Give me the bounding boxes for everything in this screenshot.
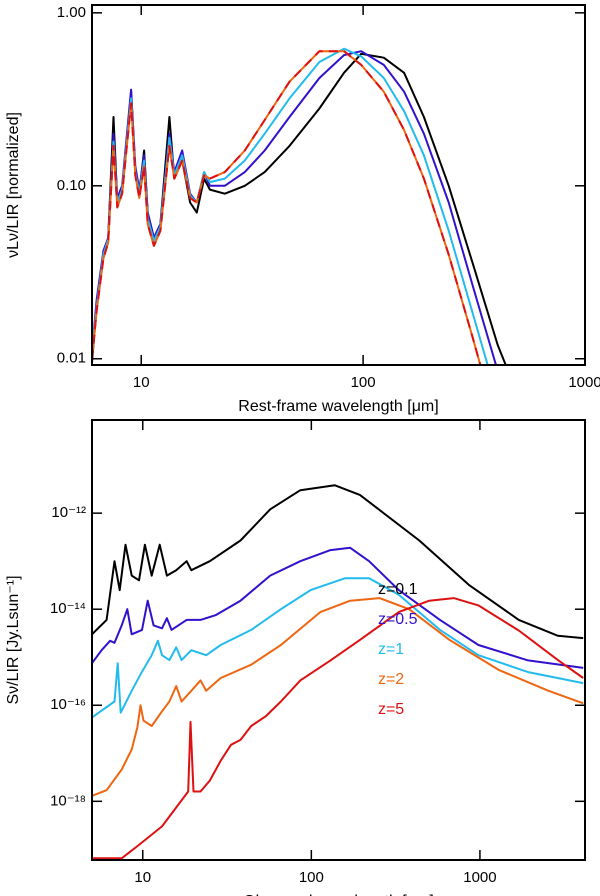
x-tick-label: 10 <box>133 374 150 391</box>
plot-frame <box>91 4 586 366</box>
series-line <box>92 50 482 365</box>
legend-label: z=5 <box>378 701 404 718</box>
y-axis-title: Sν/LIR [Jy.Lsun⁻¹] <box>5 575 22 704</box>
series-line <box>92 597 584 797</box>
x-tick-label: 1000 <box>568 374 600 391</box>
legend-label: z=2 <box>378 671 404 688</box>
series-line <box>92 50 482 365</box>
series-line <box>92 546 584 669</box>
series-line <box>92 597 584 860</box>
lines <box>92 484 584 860</box>
y-tick-label: 1.00 <box>57 4 86 21</box>
y-tick-label: 0.01 <box>57 350 86 367</box>
plot-frame <box>91 419 586 861</box>
y-tick-label: 10⁻¹² <box>51 504 86 521</box>
y-tick-label: 10⁻¹⁴ <box>50 600 86 617</box>
series-line <box>92 52 507 365</box>
legend-label: z=0.5 <box>378 611 418 628</box>
legend-label: z=1 <box>378 641 404 658</box>
panel: 10 100 1000 10⁻¹² 10⁻¹⁴ 10⁻¹⁶ 10⁻¹⁸ Observed wa… <box>5 419 586 896</box>
series-line <box>92 577 584 719</box>
lines <box>92 47 507 365</box>
series-line <box>92 47 489 365</box>
y-tick-label: 10⁻¹⁶ <box>50 696 86 713</box>
x-axis-title: Observed wavelength [μm] <box>243 893 434 896</box>
legend-label: z=0.1 <box>378 581 418 598</box>
panel: 10 100 1000 1.00 0.10 0.01 Rest-frame waveleng… <box>5 4 600 415</box>
x-tick-label: 100 <box>299 869 324 886</box>
y-tick-label: 10⁻¹⁸ <box>50 792 86 809</box>
x-tick-label: 100 <box>351 374 376 391</box>
x-tick-label: 1000 <box>463 869 496 886</box>
y-tick-label: 0.10 <box>57 177 86 194</box>
y-axis-title: νLν/LIR [normalized] <box>5 112 22 258</box>
series-line <box>92 484 584 640</box>
x-tick-label: 10 <box>134 869 151 886</box>
x-axis-title: Rest-frame wavelength [μm] <box>238 398 438 415</box>
